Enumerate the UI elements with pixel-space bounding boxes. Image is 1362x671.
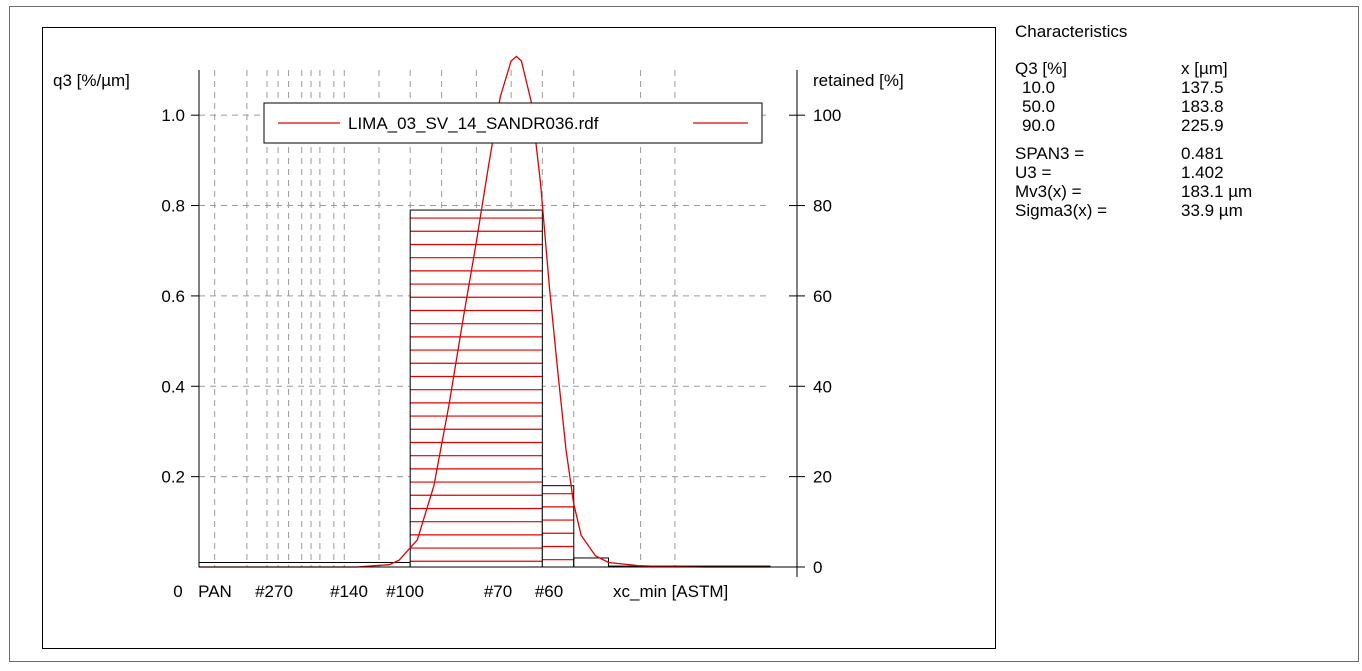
- x-tick-label: PAN: [198, 582, 232, 601]
- legend-label: LIMA_03_SV_14_SANDR036.rdf: [348, 114, 599, 133]
- x-tick-label: #70: [484, 582, 512, 601]
- y2-tick-label: 60: [813, 287, 832, 306]
- x-axis-label: xc_min [ASTM]: [613, 582, 728, 601]
- stat-label: U3 =: [1015, 163, 1052, 182]
- stat-label: Mv3(x) =: [1015, 182, 1082, 201]
- y2-tick-label: 40: [813, 377, 832, 396]
- legend: LIMA_03_SV_14_SANDR036.rdf: [263, 102, 763, 144]
- characteristics-header: Q3 [%] x [µm]: [1015, 59, 1345, 78]
- quantile-row: 90.0 225.9: [1015, 116, 1345, 135]
- stat-label: Sigma3(x) =: [1015, 201, 1108, 220]
- axis-layer: 0.2 0.4 0.6 0.8 1.0 0 20 40 60 80 100 0 PAN #270 #140 #…: [161, 70, 841, 601]
- particle-size-chart: 0.2 0.4 0.6 0.8 1.0 0 20 40 60 80 100 0 PAN #270 #140 #…: [53, 55, 904, 601]
- x-tick-label: #270: [255, 582, 293, 601]
- legend-box: [263, 102, 763, 144]
- curve-layer: [199, 55, 770, 568]
- x-value: 183.8: [1181, 97, 1224, 116]
- stat-value: 33.9 µm: [1181, 201, 1243, 220]
- characteristics-panel: Characteristics Q3 [%] x [µm] 10.0 137.5…: [1015, 22, 1345, 220]
- y-tick-label: 0.4: [161, 377, 185, 396]
- q3-column-header: Q3 [%]: [1015, 59, 1067, 78]
- y2-tick-label: 20: [813, 468, 832, 487]
- stat-row-span3: SPAN3 = 0.481: [1015, 144, 1345, 163]
- x-value: 137.5: [1181, 78, 1224, 97]
- x-tick-label: #100: [386, 582, 424, 601]
- y-tick-label: 0.2: [161, 468, 185, 487]
- y2-tick-label: 80: [813, 197, 832, 216]
- window-frame: [9, 6, 1359, 662]
- characteristics-title: Characteristics: [1015, 22, 1128, 41]
- grid-layer: [199, 70, 770, 567]
- y2-tick-label: 100: [813, 106, 841, 125]
- bar-layer: [198, 209, 771, 568]
- chart-panel: 0.2 0.4 0.6 0.8 1.0 0 20 40 60 80 100 0 PAN #270 #140 #…: [42, 27, 996, 649]
- quantile-row: 10.0 137.5: [1015, 78, 1345, 97]
- histogram-bar-fill: [410, 210, 543, 567]
- q3-value: 10.0: [1022, 78, 1056, 97]
- quantile-row: 50.0 183.8: [1015, 97, 1345, 116]
- y2-tick-label: 0: [813, 558, 822, 577]
- stat-value: 183.1 µm: [1181, 182, 1253, 201]
- y-axis-label: q3 [%/µm]: [53, 71, 130, 90]
- stat-value: 0.481: [1181, 144, 1224, 163]
- stat-row-sigma3: Sigma3(x) = 33.9 µm: [1015, 201, 1345, 220]
- stat-row-u3: U3 = 1.402: [1015, 163, 1345, 182]
- stat-value: 1.402: [1181, 163, 1224, 182]
- x-tick-label: #140: [330, 582, 368, 601]
- y-tick-label: 0.6: [161, 287, 185, 306]
- y-tick-label: 0.8: [161, 197, 185, 216]
- x-tick-label: 0: [173, 582, 182, 601]
- y2-axis-label: retained [%]: [813, 71, 904, 90]
- stat-row-mv3: Mv3(x) = 183.1 µm: [1015, 182, 1345, 201]
- stat-label: SPAN3 =: [1015, 144, 1085, 163]
- x-tick-label: #60: [535, 582, 563, 601]
- y-tick-label: 1.0: [161, 106, 185, 125]
- density-curve: [199, 55, 770, 568]
- histogram-bar-fill: [542, 485, 574, 567]
- x-column-header: x [µm]: [1181, 59, 1228, 78]
- x-value: 225.9: [1181, 116, 1224, 135]
- q3-value: 90.0: [1022, 116, 1056, 135]
- q3-value: 50.0: [1022, 97, 1056, 116]
